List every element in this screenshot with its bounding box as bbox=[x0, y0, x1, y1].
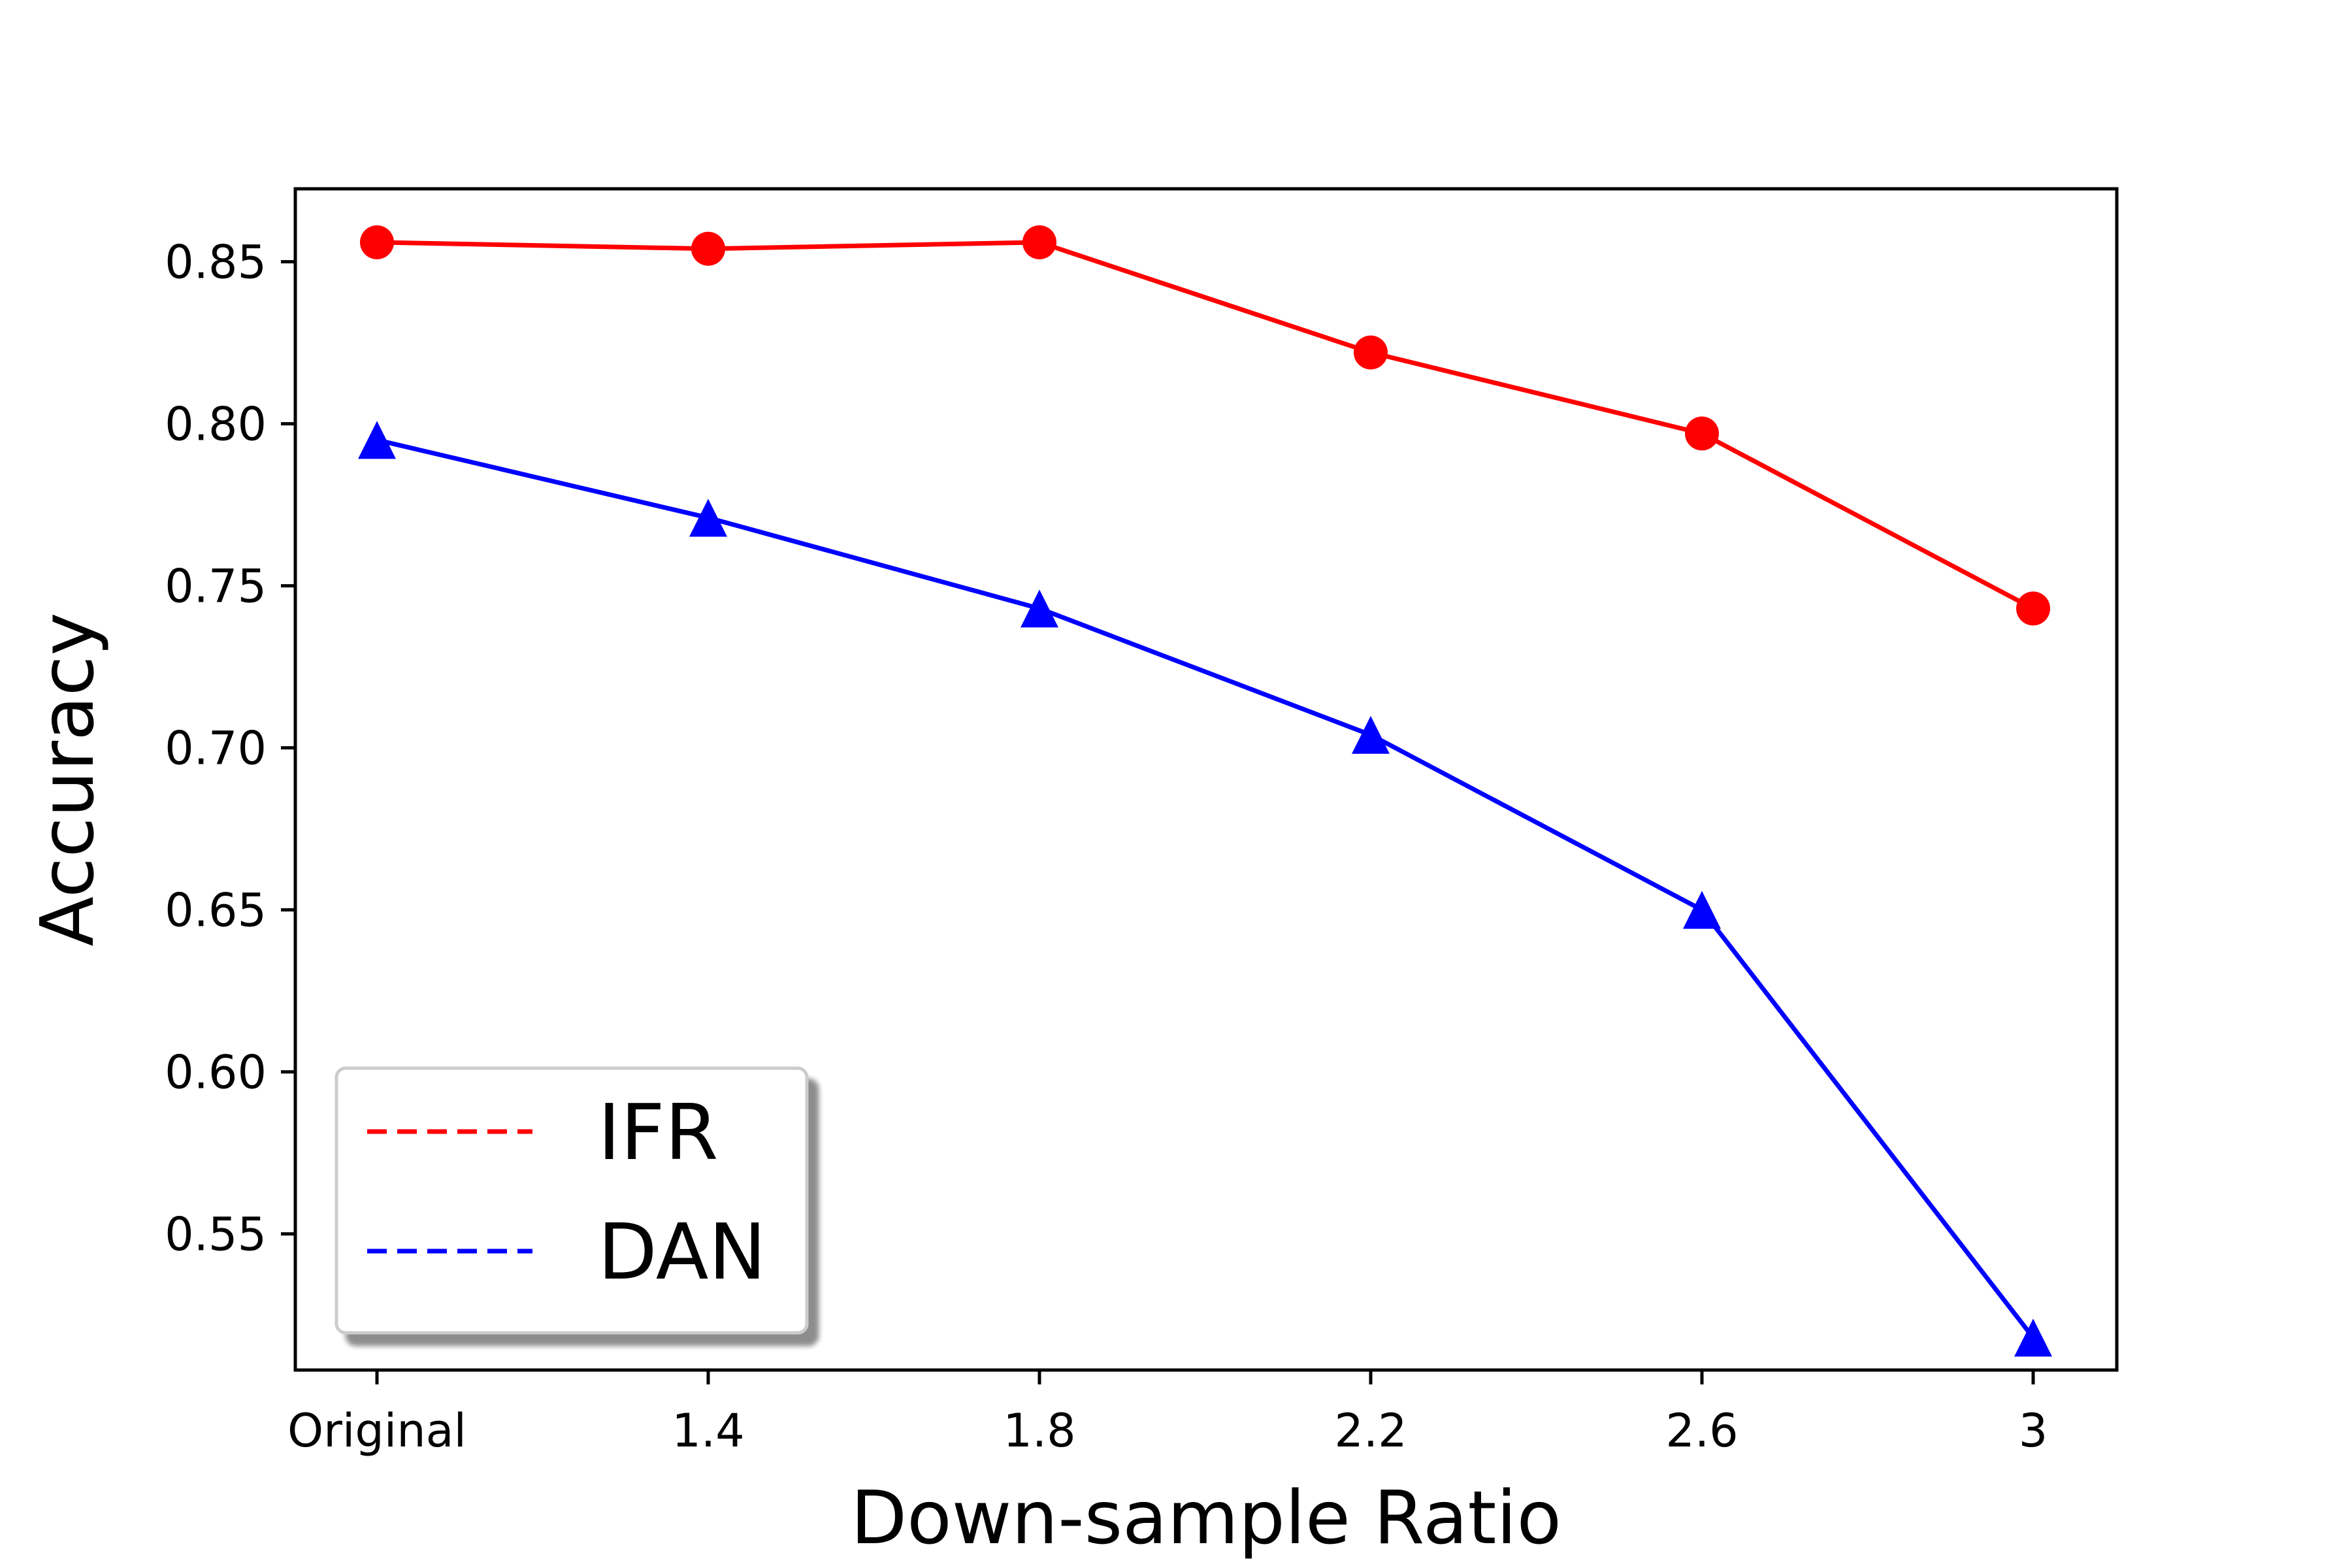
data-point-dan bbox=[1021, 589, 1058, 628]
data-point-dan bbox=[2014, 1318, 2052, 1357]
y-axis-label: Accuracy bbox=[25, 612, 110, 946]
series-line-dan bbox=[376, 438, 2035, 1339]
legend-label-ifr: IFR bbox=[598, 1087, 719, 1177]
x-tick-label: Original bbox=[287, 1404, 466, 1458]
y-tick-label: 0.80 bbox=[165, 398, 267, 451]
x-tick-label: 2.6 bbox=[1665, 1404, 1738, 1458]
y-tick-label: 0.85 bbox=[165, 236, 267, 289]
series-line-ifr bbox=[376, 240, 2034, 611]
data-point-dan bbox=[358, 421, 396, 459]
data-point-dan bbox=[689, 498, 727, 537]
legend-box bbox=[335, 1066, 809, 1335]
data-point-ifr bbox=[1354, 335, 1388, 370]
data-point-dan bbox=[1352, 715, 1390, 754]
x-tick-label: 1.4 bbox=[672, 1404, 744, 1458]
y-axis: 0.55 0.60 0.65 0.70 0.75 0.80 0.85 bbox=[165, 236, 295, 1262]
y-tick-label: 0.65 bbox=[165, 884, 267, 938]
x-axis: Original 1.4 1.8 2.2 2.6 3 bbox=[287, 1370, 2048, 1458]
y-tick-label: 0.75 bbox=[165, 560, 267, 613]
data-point-ifr bbox=[1022, 225, 1056, 259]
data-point-ifr bbox=[691, 231, 725, 266]
data-point-ifr bbox=[1685, 416, 1719, 451]
legend-label-dan: DAN bbox=[598, 1207, 766, 1297]
data-point-ifr bbox=[2016, 591, 2050, 626]
y-tick-label: 0.70 bbox=[165, 722, 267, 776]
x-tick-label: 3 bbox=[2019, 1404, 2048, 1458]
x-tick-label: 1.8 bbox=[1003, 1404, 1075, 1458]
x-tick-label: 2.2 bbox=[1334, 1404, 1407, 1458]
series-layer bbox=[358, 225, 2052, 1357]
data-point-ifr bbox=[360, 225, 394, 259]
x-axis-label: Down-sample Ratio bbox=[851, 1476, 1561, 1561]
data-point-dan bbox=[1683, 890, 1721, 929]
y-tick-label: 0.55 bbox=[165, 1208, 267, 1262]
y-tick-label: 0.60 bbox=[165, 1046, 267, 1100]
plot-area-frame bbox=[293, 187, 2119, 1372]
legend: IFR DAN bbox=[335, 1066, 809, 1335]
